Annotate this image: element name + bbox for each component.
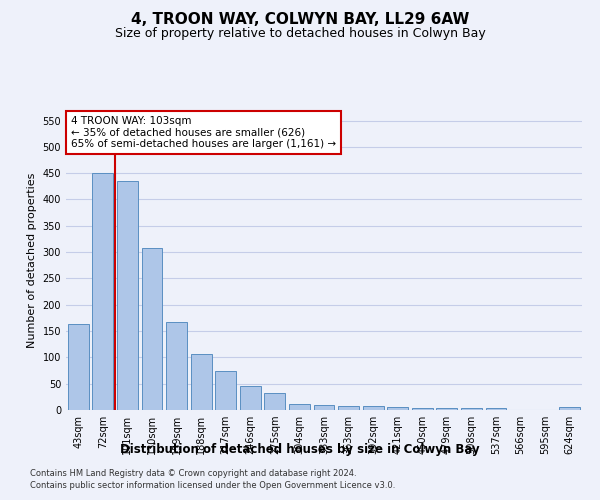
Bar xyxy=(289,404,310,410)
Bar xyxy=(559,408,580,410)
Text: Distribution of detached houses by size in Colwyn Bay: Distribution of detached houses by size … xyxy=(120,442,480,456)
Bar xyxy=(240,386,261,410)
Bar xyxy=(485,408,506,410)
Bar xyxy=(117,181,138,410)
Bar xyxy=(412,408,433,410)
Bar xyxy=(142,248,163,410)
Bar xyxy=(191,354,212,410)
Bar xyxy=(166,322,187,410)
Bar xyxy=(92,173,113,410)
Bar xyxy=(314,404,334,410)
Y-axis label: Number of detached properties: Number of detached properties xyxy=(27,172,37,348)
Text: Contains public sector information licensed under the Open Government Licence v3: Contains public sector information licen… xyxy=(30,481,395,490)
Bar xyxy=(387,408,408,410)
Text: 4 TROON WAY: 103sqm
← 35% of detached houses are smaller (626)
65% of semi-detac: 4 TROON WAY: 103sqm ← 35% of detached ho… xyxy=(71,116,336,149)
Text: Contains HM Land Registry data © Crown copyright and database right 2024.: Contains HM Land Registry data © Crown c… xyxy=(30,468,356,477)
Bar xyxy=(461,408,482,410)
Text: 4, TROON WAY, COLWYN BAY, LL29 6AW: 4, TROON WAY, COLWYN BAY, LL29 6AW xyxy=(131,12,469,28)
Bar xyxy=(215,370,236,410)
Bar xyxy=(338,406,359,410)
Bar xyxy=(68,324,89,410)
Bar xyxy=(265,393,286,410)
Bar xyxy=(362,406,383,410)
Text: Size of property relative to detached houses in Colwyn Bay: Size of property relative to detached ho… xyxy=(115,28,485,40)
Bar xyxy=(436,408,457,410)
